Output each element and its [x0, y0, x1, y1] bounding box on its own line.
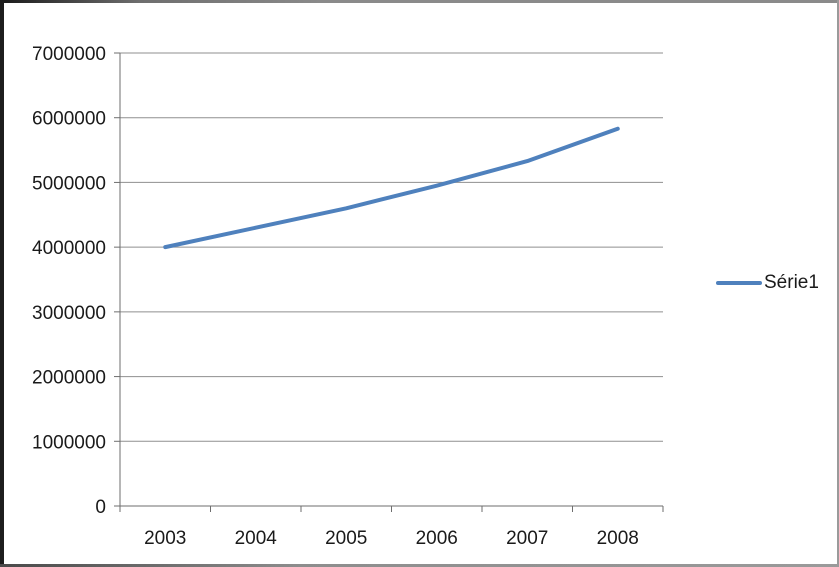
y-tick-label: 1000000: [32, 432, 106, 453]
chart-legend[interactable]: Série1: [716, 272, 819, 294]
y-tick-label: 3000000: [32, 303, 106, 324]
window-border-top: [0, 0, 839, 3]
y-tick-label: 7000000: [32, 44, 106, 65]
y-tick-label: 6000000: [32, 109, 106, 130]
x-tick-label: 2005: [325, 528, 367, 549]
x-tick-label: 2006: [416, 528, 458, 549]
y-tick-label: 5000000: [32, 173, 106, 194]
y-tick-label: 4000000: [32, 238, 106, 259]
window-border-left: [0, 0, 4, 567]
y-tick-label: 0: [95, 497, 106, 518]
window-border-bottom: [0, 564, 839, 567]
y-tick-label: 2000000: [32, 368, 106, 389]
x-tick-label: 2007: [506, 528, 548, 549]
x-tick-label: 2003: [144, 528, 186, 549]
window-border-right: [837, 0, 839, 567]
legend-line-swatch: [716, 281, 762, 285]
x-tick-label: 2008: [597, 528, 639, 549]
x-tick-label: 2004: [235, 528, 278, 549]
legend-series-label: Série1: [764, 272, 819, 293]
series-line[interactable]: [163, 126, 620, 250]
